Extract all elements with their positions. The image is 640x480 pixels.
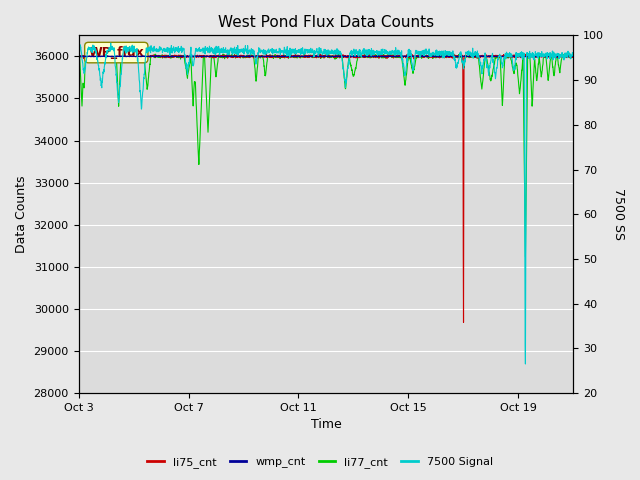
Text: WP_flux: WP_flux [88, 46, 144, 59]
Legend: li75_cnt, wmp_cnt, li77_cnt, 7500 Signal: li75_cnt, wmp_cnt, li77_cnt, 7500 Signal [143, 452, 497, 472]
Y-axis label: Data Counts: Data Counts [15, 176, 28, 253]
X-axis label: Time: Time [310, 419, 341, 432]
Y-axis label: 7500 SS: 7500 SS [612, 188, 625, 240]
Title: West Pond Flux Data Counts: West Pond Flux Data Counts [218, 15, 434, 30]
